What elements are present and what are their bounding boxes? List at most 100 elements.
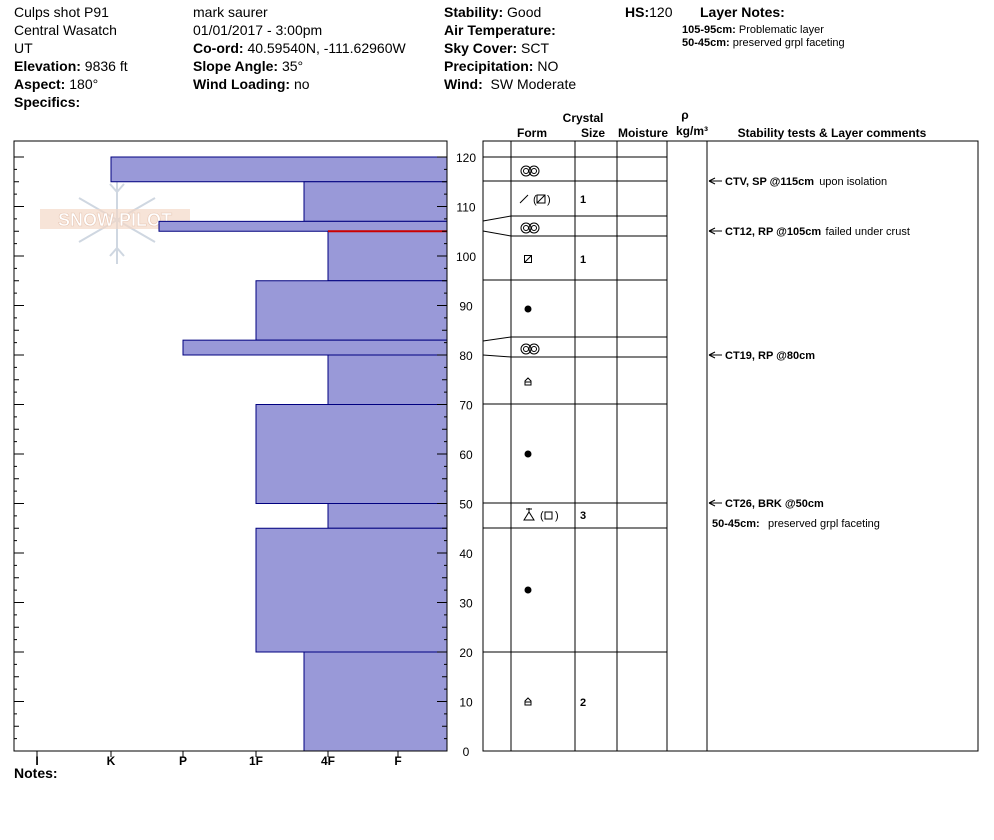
test-arrow-head	[708, 351, 716, 359]
hardness-bar	[303, 181, 448, 222]
crystal-symbol-facets-rounding-: ()	[519, 194, 551, 206]
test-arrow-head	[708, 227, 716, 235]
layer-connector	[482, 354, 512, 358]
hardness-bar	[158, 220, 448, 232]
mountain-range: Central Wasatch	[14, 22, 117, 38]
crystal-symbol-depth-hoar	[524, 377, 532, 386]
crystal-symbol-rounded-grains	[524, 305, 532, 313]
hardness-bar	[255, 280, 448, 341]
crystal-symbol-rounded-grains	[524, 586, 532, 594]
form-header: Form	[517, 126, 547, 140]
observer-name: mark saurer	[193, 4, 268, 20]
size-header: Size	[581, 126, 605, 140]
hardness-tick-label: P	[179, 754, 187, 768]
snow-height: HS:120	[625, 4, 673, 20]
crystal-symbol-melt-freeze-crust	[520, 343, 540, 355]
layer-table: () 1 1 () 3 2 CTV, SP @115cm upon isolation CT1…	[482, 140, 979, 752]
aspect: Aspect: 180°	[14, 76, 99, 92]
layer-note-1: 105-95cm: Problematic layer	[682, 24, 824, 36]
test-arrow-head	[708, 499, 716, 507]
stability-test-comment: upon isolation	[819, 176, 887, 188]
hardness-plot-frame	[13, 140, 448, 752]
svg-text:SNOW PILOT: SNOW PILOT	[58, 210, 172, 230]
air-temperature: Air Temperature:	[444, 22, 556, 38]
crystal-symbol-melt-freeze-crust	[520, 222, 540, 234]
layer-connector	[482, 230, 512, 237]
layer-comment-range: 50-45cm:	[712, 518, 760, 530]
crystal-size: 1	[580, 254, 586, 266]
hardness-bar	[255, 527, 448, 653]
sky-cover: Sky Cover: SCT	[444, 40, 550, 56]
hardness-tick-label: K	[107, 754, 116, 768]
wind-loading: Wind Loading: no	[193, 76, 310, 92]
density-unit-header: kg/m³	[676, 124, 708, 138]
location-name: Culps shot P91	[14, 4, 109, 20]
moisture-header: Moisture	[618, 126, 668, 140]
layer-note-2: 50-45cm: preserved grpl faceting	[682, 37, 845, 49]
precipitation: Precipitation: NO	[444, 58, 559, 74]
stability-test-label: CT26, BRK @50cm	[725, 498, 824, 510]
snowpilot-watermark: SNOW PILOT	[40, 176, 190, 264]
hardness-bar	[327, 503, 448, 529]
crystal-header: Crystal	[563, 111, 604, 125]
slope-angle: Slope Angle: 35°	[193, 58, 304, 74]
hardness-bar	[255, 404, 448, 504]
height-axis: 0 10 20 30 40 50 60 70 80 90 100 110 120	[14, 151, 476, 759]
height-tick-label: 70	[459, 399, 473, 413]
height-tick-label: 20	[459, 646, 473, 660]
density-rho-header: ρ	[681, 108, 688, 122]
layer-notes-title: Layer Notes:	[700, 4, 785, 20]
crystal-size: 2	[580, 697, 586, 709]
stability: Stability: Good	[444, 4, 542, 20]
hardness-tick-label: I	[35, 754, 38, 768]
stability-test-label: CTV, SP @115cm	[725, 176, 814, 188]
crystal-size: 3	[580, 510, 586, 522]
hardness-tick-label: F	[394, 754, 401, 768]
crystal-symbol-graupel-faceted-: ()	[523, 508, 559, 522]
height-tick-label: 0	[463, 745, 470, 759]
stability-tests-header: Stability tests & Layer comments	[738, 126, 927, 140]
crystal-symbol-melt-freeze-crust	[520, 165, 540, 177]
hardness-tick-label: 1F	[249, 754, 263, 768]
hardness-bars	[110, 156, 448, 752]
height-tick-label: 30	[459, 597, 473, 611]
height-tick-label: 100	[456, 250, 476, 264]
state: UT	[14, 40, 33, 56]
layer-connector	[482, 215, 512, 222]
elevation: Elevation: 9836 ft	[14, 58, 128, 74]
hardness-bar	[327, 230, 448, 282]
height-tick-label: 80	[459, 349, 473, 363]
hardness-bar	[182, 339, 448, 356]
svg-text:(: (	[533, 194, 537, 206]
notes-label: Notes:	[14, 765, 58, 781]
height-tick-label: 90	[459, 300, 473, 314]
height-tick-label: 60	[459, 448, 473, 462]
svg-text:(: (	[540, 510, 544, 522]
layer-connector	[482, 336, 512, 342]
hardness-bar	[327, 354, 448, 405]
hardness-bar	[303, 651, 448, 752]
stability-test-label: CT19, RP @80cm	[725, 350, 815, 362]
svg-text:): )	[547, 194, 551, 206]
specifics: Specifics:	[14, 94, 81, 110]
crystal-symbol-rounded-grains	[524, 450, 532, 458]
layer-comment-text: preserved grpl faceting	[768, 518, 880, 530]
hardness-tick-label: 4F	[321, 754, 335, 768]
stability-test-label: CT12, RP @105cm	[725, 226, 821, 238]
stability-test-comment: failed under crust	[826, 226, 910, 238]
height-tick-label: 50	[459, 498, 473, 512]
height-tick-label: 120	[456, 151, 476, 165]
crystal-symbol-rounding-facets	[524, 255, 532, 263]
svg-text:): )	[555, 510, 559, 522]
hardness-axis: I K P 1F 4F F	[35, 751, 402, 768]
crystal-size: 1	[580, 194, 586, 206]
wind: Wind: SW Moderate	[444, 76, 577, 92]
crystal-symbol-depth-hoar	[524, 697, 532, 706]
height-tick-label: 40	[459, 547, 473, 561]
height-tick-label: 110	[456, 201, 475, 215]
observation-datetime: 01/01/2017 - 3:00pm	[193, 22, 323, 38]
hardness-bar	[110, 156, 448, 183]
height-tick-label: 10	[459, 696, 473, 710]
test-arrow-head	[708, 177, 716, 185]
